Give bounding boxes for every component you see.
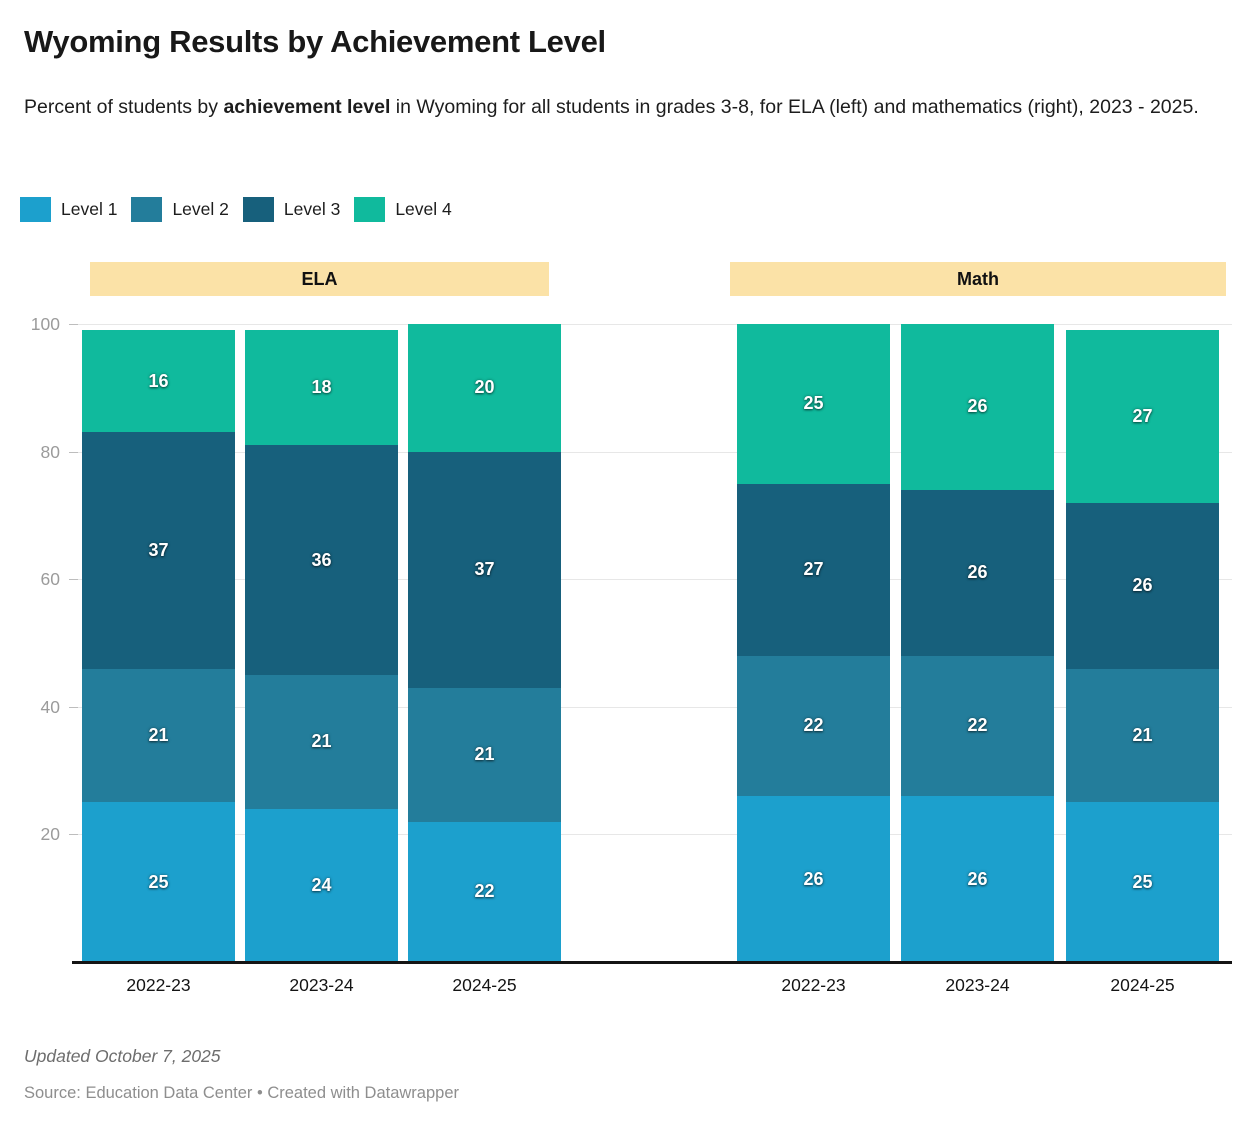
legend-label: Level 1	[61, 199, 118, 219]
bar-value-label: 26	[967, 868, 988, 889]
bar-value-label: 37	[474, 559, 495, 580]
bar-segment-level-1: 26	[737, 796, 890, 962]
page-title: Wyoming Results by Achievement Level	[24, 24, 606, 59]
bar-value-label: 22	[803, 715, 824, 736]
legend-swatch-icon	[20, 197, 51, 222]
stacked-bar-ela-2023-24: 24 21 36 18	[245, 330, 398, 962]
bar-segment-level-4: 20	[408, 324, 561, 452]
bar-segment-level-1: 24	[245, 808, 398, 962]
y-axis-label-60: 60	[40, 569, 60, 590]
legend-item-level-3: Level 3	[242, 197, 341, 222]
legend-swatch-icon	[242, 197, 274, 222]
bar-segment-level-2: 22	[901, 655, 1054, 797]
bar-value-label: 16	[148, 370, 169, 391]
y-tick-mark-40	[69, 706, 78, 708]
bar-value-label: 26	[967, 562, 988, 583]
updated-note: Updated October 7, 2025	[24, 1046, 221, 1066]
x-axis-label-2022-23: 2022-23	[126, 975, 191, 995]
subtitle-text-tail: in Wyoming for all students in grades 3-…	[390, 96, 1199, 118]
source-line: Source: Education Data Center • Created …	[24, 1084, 460, 1102]
bar-value-label: 22	[474, 881, 495, 902]
bar-value-label: 21	[1132, 725, 1153, 745]
legend-item-level-1: Level 1	[20, 197, 117, 222]
x-axis-label-2022-23: 2022-23	[781, 975, 846, 995]
x-axis-label-2023-24: 2023-24	[289, 975, 354, 995]
bar-segment-level-1: 25	[82, 802, 235, 962]
chart-subtitle: Percent of students by achievement level…	[24, 92, 1220, 122]
y-axis-label-100: 100	[30, 314, 60, 334]
stacked-bar-ela-2022-23: 25 21 37 16	[82, 330, 235, 962]
subtitle-text: Percent of students by	[24, 96, 224, 118]
bar-value-label: 21	[474, 744, 495, 765]
bar-value-label: 21	[311, 731, 332, 752]
subtitle-bold-text: achievement level	[223, 96, 391, 118]
bar-value-label: 20	[474, 377, 495, 398]
y-axis-label-40: 40	[40, 696, 60, 717]
stacked-bar-math-2022-23: 26 22 27 25	[737, 324, 890, 962]
bar-segment-level-4: 16	[82, 330, 235, 433]
bar-value-label: 36	[311, 549, 332, 570]
stacked-bar-math-2023-24: 26 22 26 26	[901, 324, 1054, 962]
bar-value-label: 21	[148, 725, 169, 745]
stacked-bar-math-2024-25: 25 21 26 27	[1066, 330, 1219, 962]
bar-segment-level-4: 27	[1066, 330, 1219, 503]
bar-segment-level-4: 26	[901, 324, 1054, 490]
bar-segment-level-1: 25	[1066, 802, 1219, 962]
y-tick-mark-80	[69, 451, 78, 453]
bar-value-label: 18	[311, 377, 332, 398]
x-axis-label-2024-25: 2024-25	[452, 975, 517, 995]
legend-label: Level 2	[172, 199, 229, 219]
bar-value-label: 24	[311, 874, 332, 895]
bar-segment-level-3: 27	[737, 483, 890, 656]
x-axis-line	[72, 961, 1232, 964]
bar-value-label: 26	[1132, 575, 1153, 596]
legend-swatch-icon	[354, 197, 386, 222]
bar-segment-level-1: 22	[408, 821, 561, 962]
group-band-ela: ELA	[90, 262, 549, 296]
y-tick-mark-100	[69, 324, 78, 325]
bar-segment-level-3: 37	[82, 432, 235, 669]
bar-value-label: 25	[148, 871, 169, 892]
bar-value-label: 27	[1132, 406, 1153, 427]
bar-value-label: 22	[967, 715, 988, 736]
bar-segment-level-4: 25	[737, 324, 890, 484]
bar-segment-level-3: 26	[901, 489, 1054, 656]
gridline-40	[72, 706, 1232, 708]
gridline-60	[72, 579, 1232, 581]
bar-value-label: 37	[148, 539, 169, 560]
bar-value-label: 25	[803, 393, 824, 414]
y-tick-mark-60	[69, 579, 78, 581]
bar-segment-level-1: 26	[901, 796, 1054, 962]
legend-label: Level 4	[395, 199, 452, 219]
bar-segment-level-2: 21	[408, 687, 561, 822]
bar-segment-level-2: 21	[82, 668, 235, 803]
bar-value-label: 25	[1132, 871, 1153, 892]
bar-segment-level-2: 21	[1066, 668, 1219, 803]
gridline-20	[72, 834, 1232, 836]
legend-label: Level 3	[283, 199, 341, 219]
legend-swatch-icon	[131, 197, 163, 222]
x-axis-label-2023-24: 2023-24	[945, 975, 1010, 995]
y-axis-label-20: 20	[40, 824, 60, 845]
y-axis-label-80: 80	[40, 441, 60, 462]
bar-segment-level-3: 37	[408, 451, 561, 688]
stacked-bar-ela-2024-25: 22 21 37 20	[408, 324, 561, 962]
group-band-math: Math	[730, 262, 1226, 296]
bar-segment-level-2: 22	[737, 655, 890, 797]
bar-value-label: 26	[967, 396, 988, 417]
bar-segment-level-4: 18	[245, 330, 398, 446]
y-tick-mark-20	[69, 834, 78, 836]
bar-segment-level-3: 36	[245, 445, 398, 675]
bar-value-label: 27	[803, 559, 824, 580]
bar-segment-level-3: 26	[1066, 502, 1219, 669]
x-axis-label-2024-25: 2024-25	[1110, 975, 1175, 995]
bar-value-label: 26	[803, 868, 824, 889]
bar-segment-level-2: 21	[245, 674, 398, 809]
legend-item-level-2: Level 2	[131, 197, 229, 222]
legend: Level 1 Level 2 Level 3 Level 4	[20, 197, 466, 222]
gridline-100	[72, 324, 1232, 325]
legend-item-level-4: Level 4	[354, 197, 452, 222]
gridline-80	[72, 451, 1232, 453]
